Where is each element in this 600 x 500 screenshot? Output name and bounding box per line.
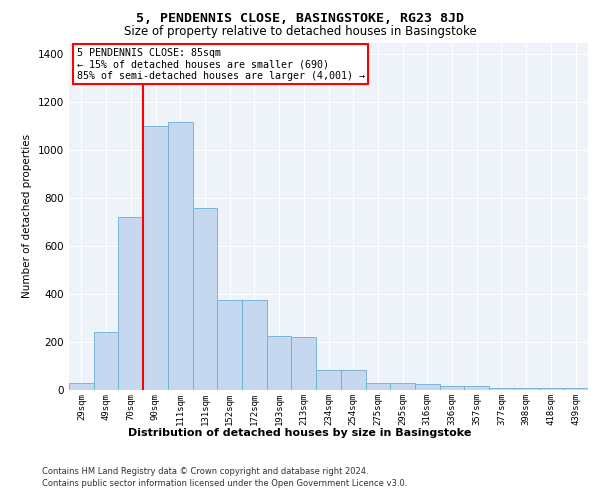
Text: Size of property relative to detached houses in Basingstoke: Size of property relative to detached ho…	[124, 25, 476, 38]
Bar	[539, 388, 563, 390]
Bar	[292, 338, 316, 390]
Bar	[242, 300, 267, 390]
Bar	[563, 388, 588, 390]
Bar	[69, 383, 94, 390]
Bar	[168, 122, 193, 390]
Text: 5, PENDENNIS CLOSE, BASINGSTOKE, RG23 8JD: 5, PENDENNIS CLOSE, BASINGSTOKE, RG23 8J…	[136, 12, 464, 26]
Bar	[489, 388, 514, 390]
Bar	[316, 370, 341, 390]
Bar	[440, 386, 464, 390]
Text: Contains public sector information licensed under the Open Government Licence v3: Contains public sector information licen…	[42, 479, 407, 488]
Bar	[94, 332, 118, 390]
Bar	[365, 384, 390, 390]
Text: Distribution of detached houses by size in Basingstoke: Distribution of detached houses by size …	[128, 428, 472, 438]
Bar	[341, 370, 365, 390]
Bar	[193, 208, 217, 390]
Bar	[390, 384, 415, 390]
Bar	[267, 336, 292, 390]
Bar	[514, 388, 539, 390]
Bar	[118, 218, 143, 390]
Bar	[217, 300, 242, 390]
Text: 5 PENDENNIS CLOSE: 85sqm
← 15% of detached houses are smaller (690)
85% of semi-: 5 PENDENNIS CLOSE: 85sqm ← 15% of detach…	[77, 48, 365, 81]
Y-axis label: Number of detached properties: Number of detached properties	[22, 134, 32, 298]
Bar	[415, 384, 440, 390]
Bar	[464, 386, 489, 390]
Text: Contains HM Land Registry data © Crown copyright and database right 2024.: Contains HM Land Registry data © Crown c…	[42, 468, 368, 476]
Bar	[143, 126, 168, 390]
